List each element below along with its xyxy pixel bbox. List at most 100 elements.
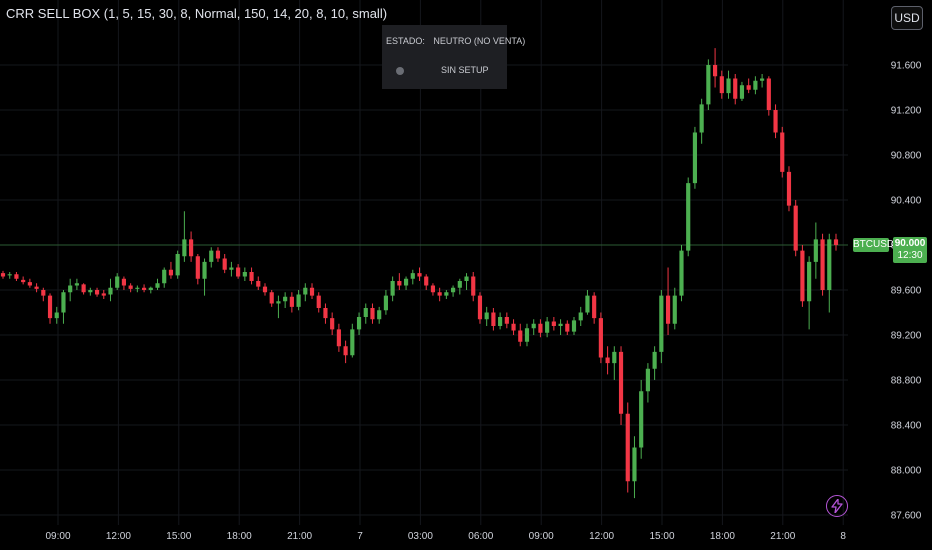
candle [672,287,677,330]
candle [283,292,288,308]
candle-body [686,183,691,251]
candle [618,346,624,425]
currency-button[interactable]: USD [891,6,923,30]
candle-body [262,286,268,293]
candle [397,273,402,290]
candles-layer [0,48,839,499]
candle-body [665,295,671,324]
candle [162,267,167,288]
candle-body [356,317,362,330]
candle-body [383,295,388,311]
candle [74,278,79,290]
candle [665,267,671,335]
lightning-icon[interactable] [826,495,848,517]
candle-body [504,317,509,324]
candle [444,290,449,299]
candle [330,312,335,335]
candle [712,48,718,88]
candle [531,319,536,335]
candle [820,233,825,296]
candle-body [276,301,281,304]
candle [659,290,664,364]
candle-body [74,283,79,286]
candle [323,303,328,324]
candle-body [645,368,650,392]
candle [692,126,698,189]
candle [800,245,805,307]
candle-body [135,287,140,289]
candle [7,272,12,279]
candle-body [739,85,745,99]
candle [336,323,341,352]
candle-body [491,312,496,326]
candle [592,292,597,324]
candle-body [108,287,113,295]
candle-body [457,281,462,288]
candle [578,306,583,326]
candle-body [538,323,543,333]
y-tick-label: 91.600 [891,61,922,72]
candle [14,272,19,281]
candle [545,317,550,338]
candle [61,290,66,324]
candle-body [585,295,590,313]
candle [773,104,778,139]
candle [471,272,476,302]
candle-body [41,290,46,296]
candle-body [437,292,442,296]
candle-body [551,321,556,326]
candle [686,177,691,257]
candle-body [54,312,59,319]
candle-body [101,293,106,296]
candle-body [498,317,503,326]
candle-body [827,239,832,290]
candle-body [34,286,39,289]
candle-body [692,132,698,184]
candle-body [336,329,341,347]
candle [316,292,321,313]
candle [215,247,221,262]
candle [410,269,415,285]
candle-body [81,284,86,293]
candle-body [209,250,214,262]
candle [222,254,227,274]
candle-body [162,269,167,284]
candle [309,283,315,299]
x-tick-label: 18:00 [227,531,252,542]
candle [242,267,247,281]
candle-body [21,279,26,283]
x-tick-label: 15:00 [166,531,191,542]
candle [370,303,375,324]
candle-body [309,287,315,296]
candle [807,256,812,330]
candle [363,303,368,324]
candle-body [215,250,221,259]
candle-body [545,321,550,333]
setup-status-dot [396,67,404,75]
y-tick-label: 90.400 [891,196,922,207]
candle [128,283,133,293]
candle-body [511,323,516,331]
candle [289,292,294,313]
candle-body [780,132,785,172]
candle [121,276,127,290]
candle [639,380,644,459]
candle [793,200,798,257]
candle [377,306,382,324]
candle [726,70,731,99]
candle [766,76,771,116]
candle-body [155,283,160,288]
candle-body [451,287,456,293]
candle [148,286,153,294]
candle [350,323,355,358]
candle-body [370,308,375,320]
candle [276,295,281,319]
candle [464,273,469,290]
status-label: ESTADO: [386,36,425,46]
candle [484,306,489,326]
status-row: ESTADO: NEUTRO (NO VENTA) [386,36,525,46]
candle [518,323,523,347]
candle-body [283,296,288,302]
symbol-badge: BTCUSD [853,238,895,252]
